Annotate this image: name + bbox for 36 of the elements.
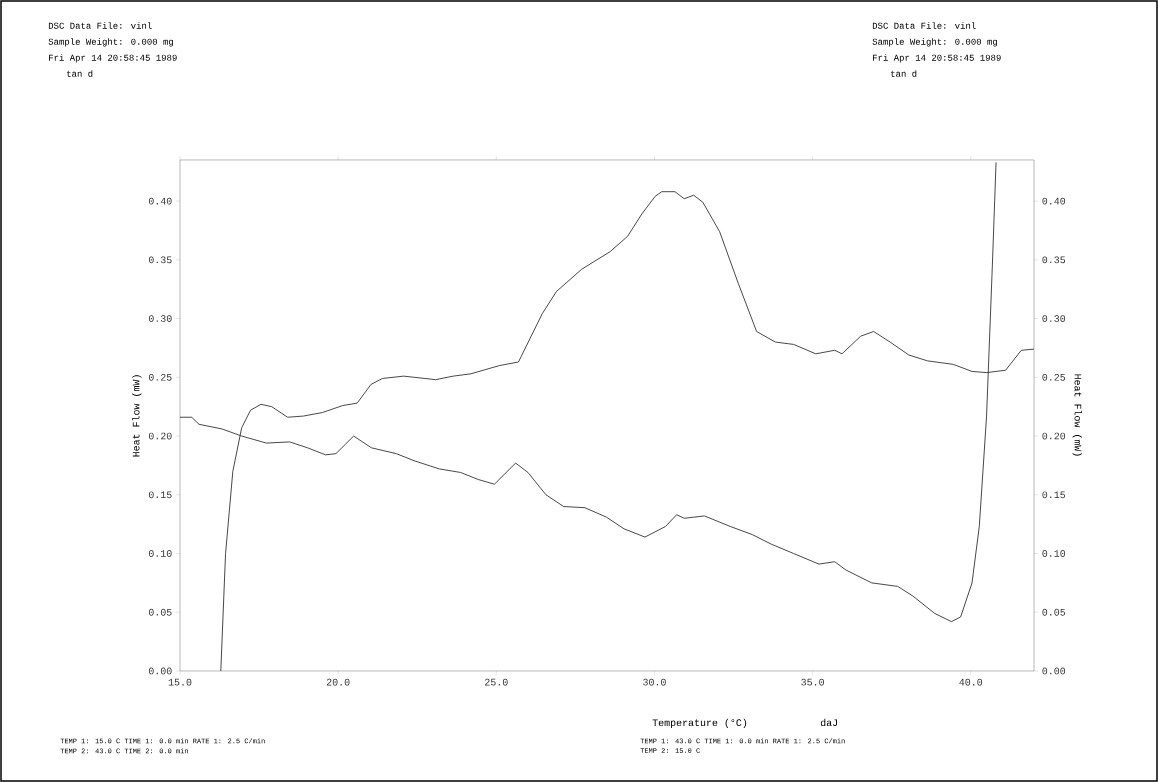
y2-tick-label: 0.20 [1042,432,1066,440]
y-tick-label: 0.10 [148,550,172,557]
x-tick-label: 35.0 [801,678,824,686]
y2-tick-label: 0.35 [1042,256,1066,264]
y-axis-title: Heat Flow (mW) [132,375,142,457]
text: daJ [820,718,837,727]
y-tick-label: 0.25 [148,373,172,381]
x-tick-label: 30.0 [643,678,666,686]
y-tick-label: 0.35 [148,256,172,264]
y-tick-label: 0.30 [148,315,172,322]
y-tick-label: 0.05 [148,608,172,616]
y-tick-label: 0.20 [148,432,172,440]
text: DSC Data File: vinl [48,22,152,29]
y2-axis-title: Heat Flow (mW) [1072,374,1082,456]
x-tick-label: 40.0 [959,678,983,686]
y2-tick-label: 0.30 [1042,315,1066,322]
x-axis-title: Temperature (°C) [652,718,747,729]
text: DSC Data File: vinl [872,22,976,29]
x-tick-label: 15.0 [168,678,192,686]
y-tick-label: 0.15 [148,491,172,499]
x-tick-label: 25.0 [485,678,508,686]
y2-tick-label: 0.25 [1042,373,1066,381]
text: Sample Weight: 0.000 mg [48,38,173,47]
y2-tick-label: 0.40 [1042,197,1066,205]
text: Fri Apr 14 20:58:45 1989 [49,54,177,63]
text: Sample Weight: 0.000 mg [872,38,997,47]
y2-tick-label: 0.10 [1042,550,1066,557]
y2-tick-label: 0.00 [1042,667,1066,675]
text: tan d [67,70,93,77]
y2-tick-label: 0.05 [1042,608,1066,616]
text: Fri Apr 14 20:58:45 1989 [873,54,1001,63]
text: tan d [891,70,917,77]
y2-tick-label: 0.15 [1042,491,1066,499]
y-tick-label: 0.00 [148,667,172,675]
x-tick-label: 20.0 [326,678,350,686]
y-tick-label: 0.40 [148,197,172,205]
